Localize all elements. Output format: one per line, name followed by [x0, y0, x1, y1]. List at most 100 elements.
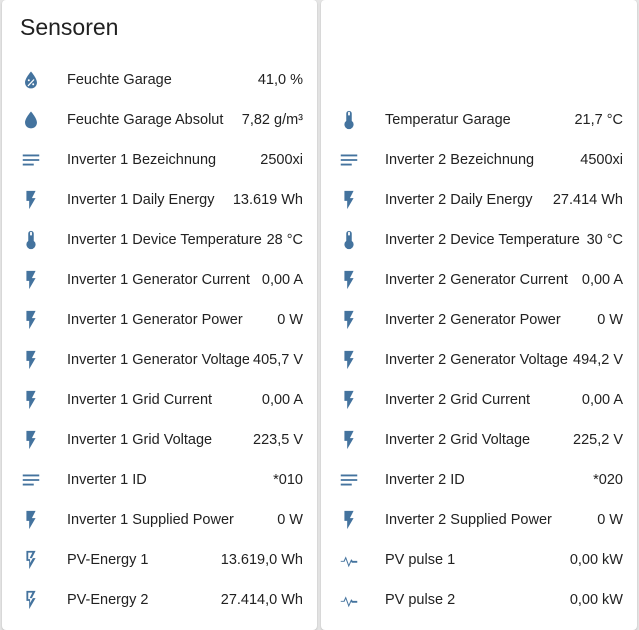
- sensor-row-right-7[interactable]: Inverter 2 Grid Current 0,00 A: [321, 380, 637, 420]
- sensor-name: Inverter 1 Generator Power: [67, 312, 243, 328]
- text-lines-icon: [337, 468, 361, 492]
- sensor-row-left-10[interactable]: Inverter 1 ID *010: [2, 460, 317, 500]
- sensor-name: Inverter 2 Grid Voltage: [385, 432, 531, 448]
- sensor-value: 27.414 Wh: [552, 192, 623, 208]
- sensor-row-right-4[interactable]: Inverter 2 Generator Current 0,00 A: [321, 260, 637, 300]
- flash-icon: [337, 348, 361, 372]
- text-lines-icon: [19, 148, 43, 172]
- sensor-value: 0,00 kW: [569, 552, 623, 568]
- sensor-row-right-10[interactable]: Inverter 2 Supplied Power 0 W: [321, 500, 637, 540]
- sensor-name: Inverter 1 ID: [67, 472, 147, 488]
- sensor-row-right-0[interactable]: Temperatur Garage 21,7 °C: [321, 100, 637, 140]
- flash-icon: [19, 388, 43, 412]
- sensor-name: PV-Energy 1: [67, 552, 149, 568]
- sensor-row-right-11[interactable]: PV pulse 1 0,00 kW: [321, 540, 637, 580]
- water-percent-icon: [19, 68, 43, 92]
- sensor-value: 0,00 A: [261, 272, 303, 288]
- sensor-value: 0,00 A: [581, 272, 623, 288]
- sensor-name: Inverter 2 ID: [385, 472, 465, 488]
- sensor-name: PV-Energy 2: [67, 592, 149, 608]
- sensor-value: 28 °C: [266, 232, 303, 248]
- thermometer-icon: [19, 228, 43, 252]
- sensor-value: 13.619 Wh: [232, 192, 303, 208]
- sensor-row-right-8[interactable]: Inverter 2 Grid Voltage 225,2 V: [321, 420, 637, 460]
- sensor-name: Inverter 1 Generator Current: [67, 272, 250, 288]
- sensor-value: 41,0 %: [257, 72, 303, 88]
- flash-icon: [19, 188, 43, 212]
- sensor-row-right-12[interactable]: PV pulse 2 0,00 kW: [321, 580, 637, 620]
- sensor-value: 0,00 kW: [569, 592, 623, 608]
- thermometer-icon: [337, 108, 361, 132]
- card-title: Sensoren: [20, 14, 119, 40]
- sensor-name: PV pulse 1: [385, 552, 456, 568]
- sensor-name: Inverter 1 Device Temperature: [67, 232, 262, 248]
- sensor-row-right-6[interactable]: Inverter 2 Generator Voltage 494,2 V: [321, 340, 637, 380]
- sensor-name: Inverter 2 Generator Current: [385, 272, 568, 288]
- sensor-row-left-4[interactable]: Inverter 1 Device Temperature 28 °C: [2, 220, 317, 260]
- sensors-card-left: Sensoren Feuchte Garage 41,0 % Feuchte Gar…: [2, 0, 317, 630]
- sensor-name: Inverter 2 Grid Current: [385, 392, 531, 408]
- sensor-row-right-1[interactable]: Inverter 2 Bezeichnung 4500xi: [321, 140, 637, 180]
- sensors-card-right: Temperatur Garage 21,7 °C Inverter 2 Bezei…: [321, 0, 637, 630]
- sensor-row-right-5[interactable]: Inverter 2 Generator Power 0 W: [321, 300, 637, 340]
- sensor-value: 27.414,0 Wh: [220, 592, 303, 608]
- sensor-name: Temperatur Garage: [385, 112, 511, 128]
- sensor-name: PV pulse 2: [385, 592, 456, 608]
- sensor-row-left-1[interactable]: Feuchte Garage Absolut 7,82 g/m³: [2, 100, 317, 140]
- text-lines-icon: [337, 148, 361, 172]
- sensor-value: 30 °C: [586, 232, 623, 248]
- sensor-row-left-12[interactable]: PV-Energy 1 13.619,0 Wh: [2, 540, 317, 580]
- sensor-value: *010: [273, 472, 303, 488]
- sensor-row-left-2[interactable]: Inverter 1 Bezeichnung 2500xi: [2, 140, 317, 180]
- flash-icon: [19, 428, 43, 452]
- sensor-name: Feuchte Garage: [67, 72, 172, 88]
- sensor-row-right-9[interactable]: Inverter 2 ID *020: [321, 460, 637, 500]
- sensor-name: Inverter 2 Generator Voltage: [385, 352, 568, 368]
- sensor-row-right-2[interactable]: Inverter 2 Daily Energy 27.414 Wh: [321, 180, 637, 220]
- sensor-row-right-3[interactable]: Inverter 2 Device Temperature 30 °C: [321, 220, 637, 260]
- pulse-icon: [337, 548, 361, 572]
- pulse-icon: [337, 588, 361, 612]
- text-lines-icon: [19, 468, 43, 492]
- sensor-value: 223,5 V: [253, 432, 303, 448]
- flash-icon: [19, 508, 43, 532]
- sensor-name: Inverter 2 Supplied Power: [385, 512, 552, 528]
- sensor-value: 13.619,0 Wh: [220, 552, 303, 568]
- sensor-row-left-5[interactable]: Inverter 1 Generator Current 0,00 A: [2, 260, 317, 300]
- sensor-name: Inverter 1 Grid Current: [67, 392, 213, 408]
- flash-icon: [19, 268, 43, 292]
- sensor-value: 225,2 V: [573, 432, 623, 448]
- sensor-name: Inverter 1 Grid Voltage: [67, 432, 213, 448]
- sensor-value: 4500xi: [580, 152, 623, 168]
- sensor-row-left-0[interactable]: Feuchte Garage 41,0 %: [2, 60, 317, 100]
- sensor-value: 0 W: [277, 312, 303, 328]
- sensor-row-left-3[interactable]: Inverter 1 Daily Energy 13.619 Wh: [2, 180, 317, 220]
- sensor-value: 494,2 V: [573, 352, 623, 368]
- sensor-value: 2500xi: [260, 152, 303, 168]
- flash-outline-icon: [19, 548, 43, 572]
- sensor-name: Inverter 2 Bezeichnung: [385, 152, 535, 168]
- sensor-value: 0,00 A: [581, 392, 623, 408]
- flash-outline-icon: [19, 588, 43, 612]
- water-drop-icon: [19, 108, 43, 132]
- sensor-name: Inverter 1 Supplied Power: [67, 512, 234, 528]
- sensor-row-left-8[interactable]: Inverter 1 Grid Current 0,00 A: [2, 380, 317, 420]
- sensor-row-left-6[interactable]: Inverter 1 Generator Power 0 W: [2, 300, 317, 340]
- sensor-value: 0 W: [597, 512, 623, 528]
- sensor-name: Inverter 2 Generator Power: [385, 312, 561, 328]
- flash-icon: [337, 188, 361, 212]
- sensor-name: Inverter 2 Device Temperature: [385, 232, 580, 248]
- sensor-value: 0 W: [597, 312, 623, 328]
- sensor-row-left-13[interactable]: PV-Energy 2 27.414,0 Wh: [2, 580, 317, 620]
- flash-icon: [19, 348, 43, 372]
- sensor-row-left-11[interactable]: Inverter 1 Supplied Power 0 W: [2, 500, 317, 540]
- sensor-name: Inverter 2 Daily Energy: [385, 192, 533, 208]
- sensor-row-left-9[interactable]: Inverter 1 Grid Voltage 223,5 V: [2, 420, 317, 460]
- flash-icon: [337, 308, 361, 332]
- sensor-name: Inverter 1 Generator Voltage: [67, 352, 249, 368]
- sensor-value: 405,7 V: [253, 352, 303, 368]
- flash-icon: [337, 508, 361, 532]
- sensor-row-left-7[interactable]: Inverter 1 Generator Voltage 405,7 V: [2, 340, 317, 380]
- thermometer-icon: [337, 228, 361, 252]
- sensor-value: 7,82 g/m³: [241, 112, 303, 128]
